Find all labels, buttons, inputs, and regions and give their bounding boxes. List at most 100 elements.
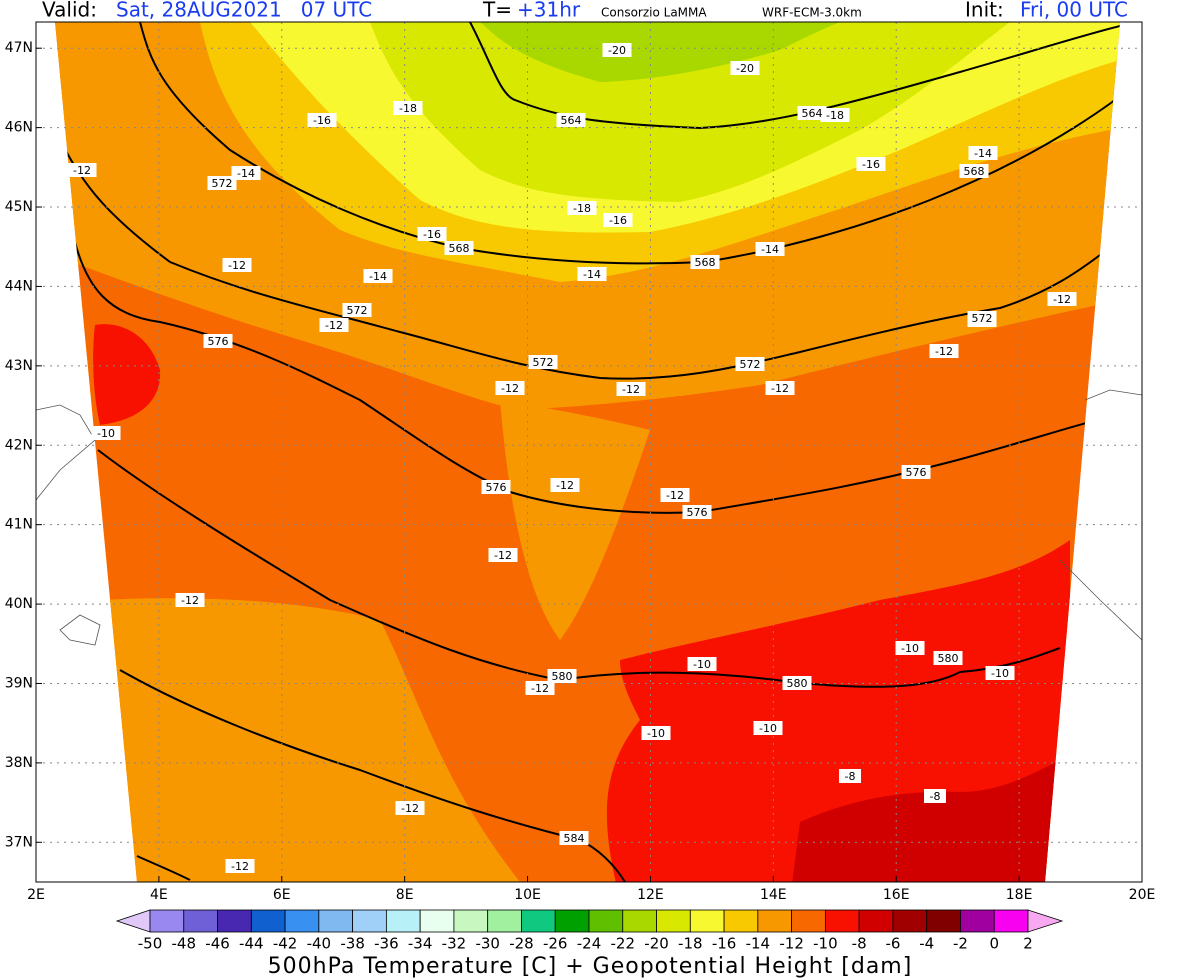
colorbar-box [318,909,354,933]
contour-label: -14 [974,147,992,160]
colorbar-box [858,909,894,933]
coastline [59,614,101,646]
contour-label-box [91,426,121,440]
contour-label-box [797,106,827,120]
lead-time: +31hr [517,0,581,22]
contour-label-box [559,831,589,845]
x-tick-label: 12E [637,887,664,903]
colorbar-tick-label: -2 [953,935,968,953]
model: WRF-ECM-3.0km [762,6,862,20]
contour-label-box [444,241,474,255]
colorbar-low-end [115,909,151,933]
temperature-band [790,760,1060,882]
contour-label-box [481,480,511,494]
contour-label-box [556,113,586,127]
contour-label-box [616,382,646,396]
contour-label: -10 [759,722,777,735]
colorbar-tick-label: -18 [678,935,703,953]
contour-label: -20 [736,62,754,75]
x-tick-label: 2E [27,887,45,903]
contour-label-box [175,593,205,607]
colorbar-box [960,909,995,933]
colorbar-tick-label: -16 [712,935,737,953]
contour-label-box [417,227,447,241]
grid: 2E 4E 6E 8E 10E 12E 14E 16E 18E 20E 37N 38N 39N 40N 41… [5,22,1155,903]
contour-label-box [342,303,372,317]
init-time: Fri, 00 UTC [1020,0,1128,22]
temperature-field [55,22,1120,882]
contour-label-box [782,676,812,690]
temperature-band [500,400,650,640]
colorbar-box [453,909,489,933]
colorbar-box [149,909,185,933]
contour-label-box [929,344,959,358]
contour-label-box [547,669,577,683]
contour-label: -18 [826,109,844,122]
colorbar-tick-label: -36 [374,935,399,953]
contour-label-box [395,801,425,815]
contour-label-box [753,721,783,735]
contour-label: -12 [494,549,512,562]
contour-label-box [528,355,558,369]
colorbar-tick-label: -20 [644,935,669,953]
colorbar-box [250,909,286,933]
contour-label: 564 [561,114,582,127]
colorbar-box [892,909,928,933]
colorbar-box [723,909,759,933]
colorbar-tick-label: 2 [1023,935,1033,953]
contour-label: -12 [181,594,199,607]
contour-label: 584 [564,832,585,845]
temperature-band [480,22,840,82]
contour-label: -12 [1053,293,1071,306]
contour-label: -12 [935,345,953,358]
contour-label-box [820,108,850,122]
contour-label-box [735,357,765,371]
contour-label-box [307,113,337,127]
x-tick-label: 8E [396,887,414,903]
contour-label: -20 [608,44,626,57]
colorbar-box [824,909,860,933]
y-tick-label: 45N [5,199,33,215]
contour-line [469,22,1120,130]
colorbar-box [588,909,624,933]
contour-label: -10 [693,658,711,671]
contour-label: -10 [97,427,115,440]
colorbar-box [554,909,590,933]
coastlines [35,389,1143,646]
y-tick-label: 38N [5,755,33,771]
contour-label-box [225,859,255,873]
colorbar-box [385,909,421,933]
contour-label-box [967,311,997,325]
contour-label-box [550,478,580,492]
y-tick-label: 47N [5,40,33,56]
colorbar-tick-label: -30 [475,935,500,953]
contour-label-box [968,146,998,160]
colorbar-tick-label: -32 [442,935,467,953]
contour-label: -14 [583,268,601,281]
contour-label: -8 [845,770,856,783]
contour-labels: -20 -20 -18 -16 -18 -12 -14 -16 -14 -18 -16 -16 -14 -… [67,43,1077,873]
contour-label: 568 [449,242,470,255]
temperature-band [93,324,161,425]
colorbar-box [217,909,252,933]
y-tick-label: 42N [5,437,33,453]
contour-label: 572 [972,312,993,325]
contour-label: 568 [964,165,985,178]
contour-label-box [641,726,671,740]
colorbar-high-end [1027,909,1064,933]
contour-label-box [765,381,795,395]
contour-label-box [895,641,925,655]
lead-label: T= [482,0,512,22]
colorbar-tick-label: -24 [577,935,602,953]
colorbar-title: 500hPa Temperature [C] + Geopotential He… [268,954,913,979]
contour-label-box [222,258,252,272]
colorbar-tick-label: -26 [543,935,568,953]
contour-label-box [839,769,861,783]
init-label: Init: [965,0,1004,22]
contour-label-box [363,269,393,283]
colorbar-tick-label: -50 [138,935,163,953]
colorbar-box [487,909,522,933]
contour-label-box [985,666,1015,680]
contour-label: -12 [622,383,640,396]
